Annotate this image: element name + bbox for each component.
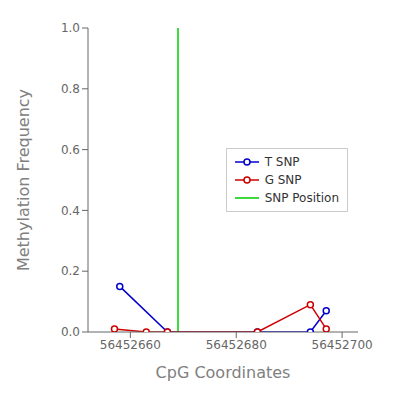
svg-text:0.0: 0.0	[61, 325, 80, 339]
svg-text:56452700: 56452700	[312, 338, 373, 352]
svg-text:0.4: 0.4	[61, 204, 80, 218]
html-text:T SNP: T SNP	[264, 155, 300, 169]
svg-text:0.6: 0.6	[61, 143, 80, 157]
html-text:G SNP: G SNP	[264, 173, 302, 187]
svg-text:56452680: 56452680	[206, 338, 267, 352]
svg-text:56452660: 56452660	[100, 338, 161, 352]
svg-text:Methylation Frequency: Methylation Frequency	[14, 89, 33, 271]
html-text:SNP Position: SNP Position	[264, 191, 339, 205]
svg-text:1.0: 1.0	[61, 21, 80, 35]
svg-text:0.8: 0.8	[61, 82, 80, 96]
svg-text:CpG Coordinates: CpG Coordinates	[156, 363, 291, 382]
svg-text:0.2: 0.2	[61, 264, 80, 278]
